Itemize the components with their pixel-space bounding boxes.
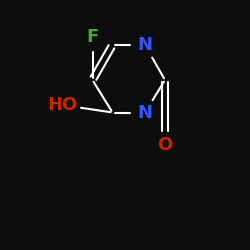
Text: HO: HO: [48, 96, 78, 114]
Text: F: F: [86, 28, 99, 46]
Text: N: N: [138, 36, 152, 54]
Text: N: N: [138, 104, 152, 122]
Text: O: O: [158, 136, 172, 154]
